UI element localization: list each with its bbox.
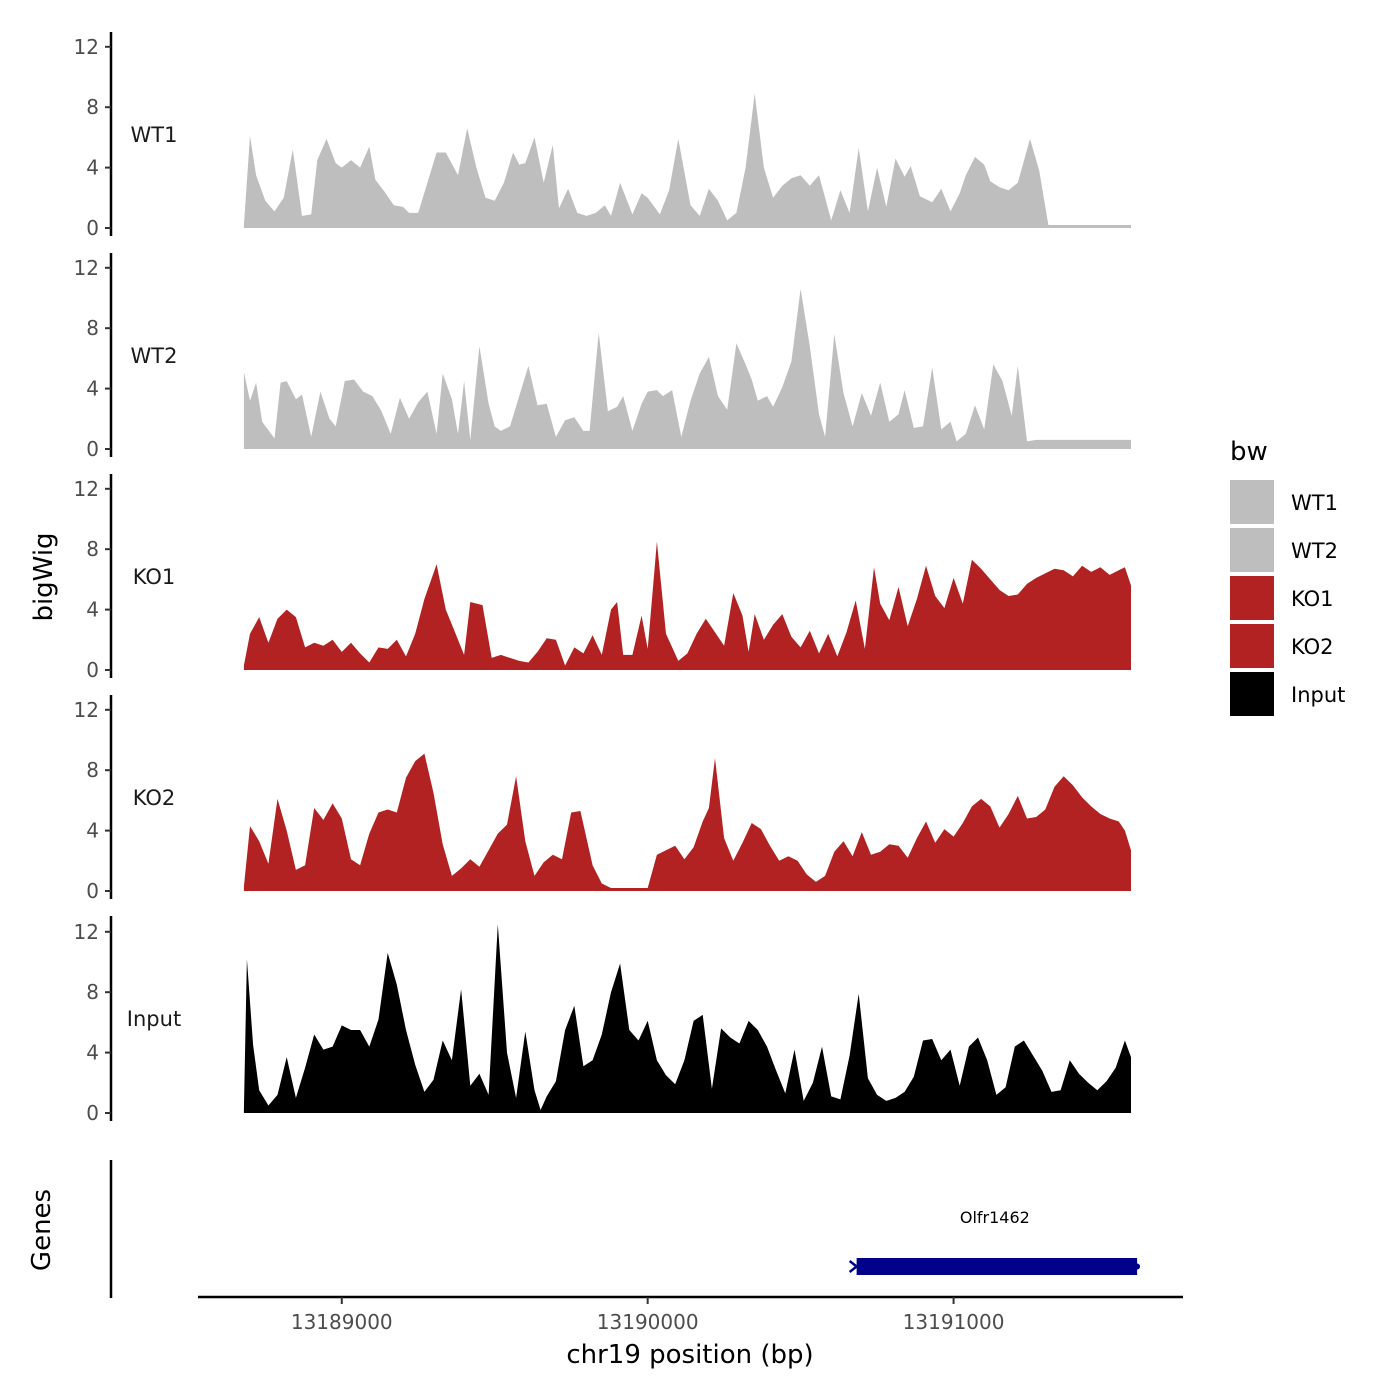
y-tick-label: 8 <box>86 316 99 340</box>
gene-body <box>856 1258 1138 1275</box>
x-tick-label: 13189000 <box>291 1310 393 1334</box>
legend-swatch <box>1230 624 1274 668</box>
y-tick-label: 12 <box>74 256 99 280</box>
y-tick-label: 0 <box>86 658 99 682</box>
y-tick-label: 4 <box>86 377 99 401</box>
x-tick-label: 13190000 <box>597 1310 699 1334</box>
y-tick-label: 4 <box>86 819 99 843</box>
track-label-ko2: KO2 <box>133 786 176 810</box>
track-label-wt1: WT1 <box>131 123 178 147</box>
track-label-ko1: KO1 <box>133 565 176 589</box>
y-tick-label: 8 <box>86 980 99 1004</box>
y-tick-label: 12 <box>74 920 99 944</box>
x-axis-title: chr19 position (bp) <box>566 1340 813 1370</box>
legend-item-wt1: WT1 <box>1230 480 1338 524</box>
track-panel-ko1: 0 4 8 12 KO1 <box>74 474 1131 682</box>
genes-label: Genes <box>27 1189 57 1271</box>
y-tick-label: 12 <box>74 35 99 59</box>
x-axis: 13189000 13190000 13191000 chr19 position … <box>198 1295 1183 1370</box>
x-ticks: 13189000 13190000 13191000 <box>291 1297 1005 1334</box>
gene-strand-arrow-icon <box>848 1260 859 1273</box>
legend-item-ko2: KO2 <box>1230 624 1334 668</box>
x-tick-label: 13191000 <box>903 1310 1005 1334</box>
y-tick-label: 0 <box>86 216 99 240</box>
legend-label: Input <box>1291 683 1345 707</box>
y-tick-label: 8 <box>86 537 99 561</box>
gene-olfr1462: Olfr1462 <box>848 1208 1141 1275</box>
track-label-wt2: WT2 <box>131 344 178 368</box>
y-tick-label: 4 <box>86 156 99 180</box>
gene-label: Olfr1462 <box>960 1208 1030 1227</box>
track-panel-wt2: 0 4 8 12 WT2 <box>74 253 1131 461</box>
legend-label: KO1 <box>1291 587 1334 611</box>
legend-swatch <box>1230 480 1274 524</box>
legend-swatch <box>1230 576 1274 620</box>
y-tick-label: 8 <box>86 95 99 119</box>
track-panels: 0 4 8 12 WT1 0 4 8 12 WT2 0 4 8 12 KO1 0 4 8 12 KO2 0 4 8 12 Inp… <box>74 32 1131 1125</box>
y-tick-label: 12 <box>74 698 99 722</box>
track-panel-wt1: 0 4 8 12 WT1 <box>74 32 1131 240</box>
signal-area-input <box>243 924 1131 1113</box>
y-tick-label: 12 <box>74 477 99 501</box>
legend-item-ko1: KO1 <box>1230 576 1334 620</box>
gene-items: Olfr1462 <box>848 1208 1141 1275</box>
gene-end-cap <box>1134 1263 1141 1270</box>
legend: bw WT1 WT2 KO1 KO2 Input <box>1230 437 1345 716</box>
y-tick-label: 4 <box>86 598 99 622</box>
track-panel-input: 0 4 8 12 Input <box>74 916 1131 1125</box>
y-tick-label: 0 <box>86 437 99 461</box>
track-label-input: Input <box>127 1007 181 1031</box>
legend-title: bw <box>1230 437 1268 467</box>
signal-area-ko2 <box>243 753 1131 891</box>
genes-track: Genes Olfr1462 <box>27 1160 1141 1298</box>
track-panel-ko2: 0 4 8 12 KO2 <box>74 695 1131 903</box>
legend-label: KO2 <box>1291 635 1334 659</box>
legend-item-input: Input <box>1230 672 1345 716</box>
legend-swatch <box>1230 528 1274 572</box>
signal-area-wt1 <box>243 93 1131 228</box>
y-tick-label: 0 <box>86 879 99 903</box>
y-tick-label: 8 <box>86 758 99 782</box>
y-tick-label: 0 <box>86 1101 99 1125</box>
y-tick-label: 4 <box>86 1041 99 1065</box>
signal-area-ko1 <box>243 541 1131 670</box>
legend-label: WT2 <box>1291 539 1338 563</box>
legend-item-wt2: WT2 <box>1230 528 1338 572</box>
legend-items: WT1 WT2 KO1 KO2 Input <box>1230 480 1345 716</box>
legend-label: WT1 <box>1291 491 1338 515</box>
signal-area-wt2 <box>243 288 1131 449</box>
legend-swatch <box>1230 672 1274 716</box>
y-axis-title: bigWig <box>29 532 59 621</box>
